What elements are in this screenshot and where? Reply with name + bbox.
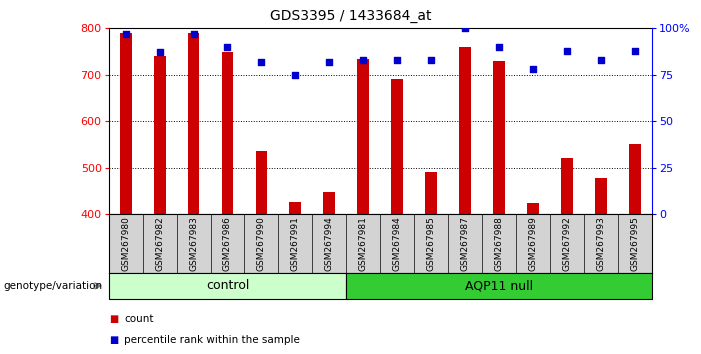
Bar <box>459 47 471 354</box>
Point <box>527 67 538 72</box>
Point <box>222 44 233 50</box>
Point <box>629 48 641 53</box>
Bar <box>595 178 607 354</box>
Point <box>324 59 335 64</box>
Bar <box>346 273 652 299</box>
Bar <box>222 52 233 354</box>
Text: GSM267984: GSM267984 <box>393 216 402 271</box>
Bar <box>358 58 369 354</box>
Text: control: control <box>206 279 249 292</box>
Text: GSM267988: GSM267988 <box>495 216 503 271</box>
Text: GSM267990: GSM267990 <box>257 216 266 271</box>
Text: GSM267995: GSM267995 <box>630 216 639 271</box>
Bar <box>629 144 641 354</box>
Text: ■: ■ <box>109 335 118 345</box>
Bar <box>527 202 539 354</box>
Text: GSM267983: GSM267983 <box>189 216 198 271</box>
Bar <box>561 158 573 354</box>
Bar <box>255 152 267 354</box>
Point <box>426 57 437 63</box>
Point <box>188 31 199 37</box>
Bar <box>323 192 335 354</box>
Bar <box>290 202 301 354</box>
Bar <box>391 79 403 354</box>
Point <box>562 48 573 53</box>
Point <box>358 57 369 63</box>
Text: GSM267986: GSM267986 <box>223 216 232 271</box>
Point <box>392 57 403 63</box>
Point <box>120 31 131 37</box>
Bar <box>426 172 437 354</box>
Text: count: count <box>124 314 154 324</box>
Bar <box>120 33 132 354</box>
Text: AQP11 null: AQP11 null <box>465 279 533 292</box>
Point <box>154 50 165 55</box>
Point <box>256 59 267 64</box>
Text: GSM267987: GSM267987 <box>461 216 470 271</box>
Text: GDS3395 / 1433684_at: GDS3395 / 1433684_at <box>270 9 431 23</box>
Text: GSM267992: GSM267992 <box>562 216 571 271</box>
Text: GSM267980: GSM267980 <box>121 216 130 271</box>
Text: GSM267993: GSM267993 <box>597 216 606 271</box>
Text: GSM267991: GSM267991 <box>291 216 300 271</box>
Text: ■: ■ <box>109 314 118 324</box>
Point <box>460 25 471 31</box>
Point <box>595 57 606 63</box>
Point <box>494 44 505 50</box>
Text: genotype/variation: genotype/variation <box>4 281 102 291</box>
Text: percentile rank within the sample: percentile rank within the sample <box>124 335 300 345</box>
Text: GSM267994: GSM267994 <box>325 216 334 271</box>
Text: GSM267989: GSM267989 <box>529 216 538 271</box>
Bar <box>494 61 505 354</box>
Text: GSM267985: GSM267985 <box>427 216 436 271</box>
Bar <box>109 273 346 299</box>
Text: GSM267982: GSM267982 <box>155 216 164 271</box>
Bar <box>188 33 200 354</box>
Point <box>290 72 301 78</box>
Text: GSM267981: GSM267981 <box>359 216 368 271</box>
Bar <box>154 56 165 354</box>
